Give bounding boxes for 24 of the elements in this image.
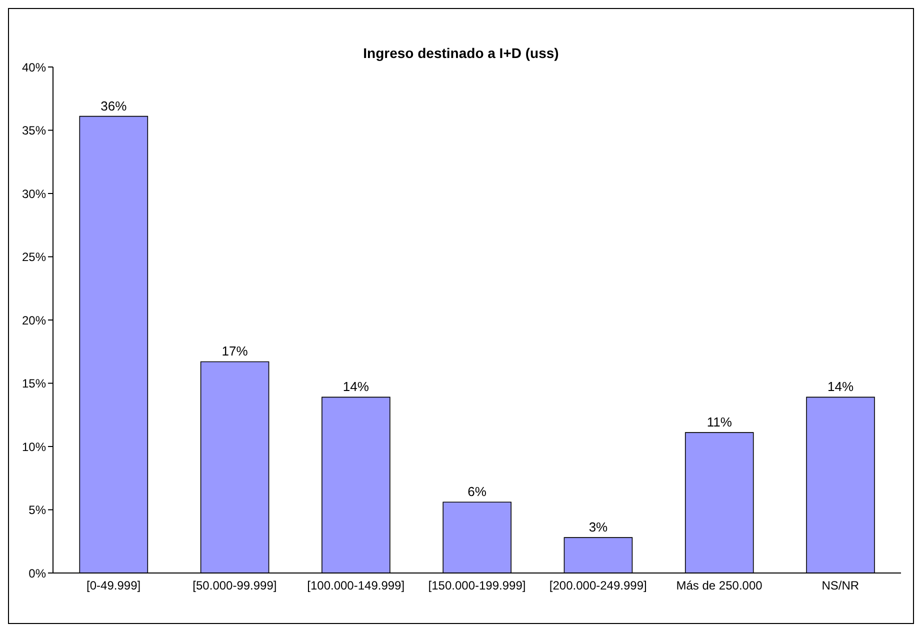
- y-tick-label: 40%: [22, 60, 46, 74]
- chart-title: Ingreso destinado a I+D (uss): [362, 45, 560, 61]
- y-tick-label: 5%: [28, 503, 46, 518]
- y-tick-label: 0%: [28, 566, 46, 580]
- data-label: 11%: [706, 414, 732, 430]
- data-label: 17%: [222, 344, 248, 359]
- x-tick-label: Más de 250.000: [676, 578, 763, 593]
- data-label: 3%: [588, 520, 608, 535]
- x-tick-label: [100.000-149.999]: [307, 578, 405, 593]
- x-tick-label: [0-49.999]: [86, 578, 141, 593]
- x-tick-label: NS/NR: [822, 578, 860, 593]
- y-tick-label: 25%: [22, 250, 46, 264]
- y-tick-label: 15%: [22, 376, 46, 391]
- data-label: 14%: [342, 379, 370, 394]
- x-tick-label: [150.000-199.999]: [428, 578, 526, 593]
- y-tick-label: 30%: [22, 186, 46, 201]
- y-tick-label: 10%: [22, 440, 46, 454]
- y-tick-label: 20%: [22, 313, 46, 328]
- data-label: 14%: [827, 379, 854, 394]
- x-tick-label: [200.000-249.999]: [549, 578, 647, 593]
- x-tick-label: [50.000-99.999]: [192, 578, 277, 593]
- data-label: 6%: [468, 484, 487, 500]
- y-tick-label: 35%: [22, 124, 46, 138]
- data-label: 36%: [100, 98, 128, 114]
